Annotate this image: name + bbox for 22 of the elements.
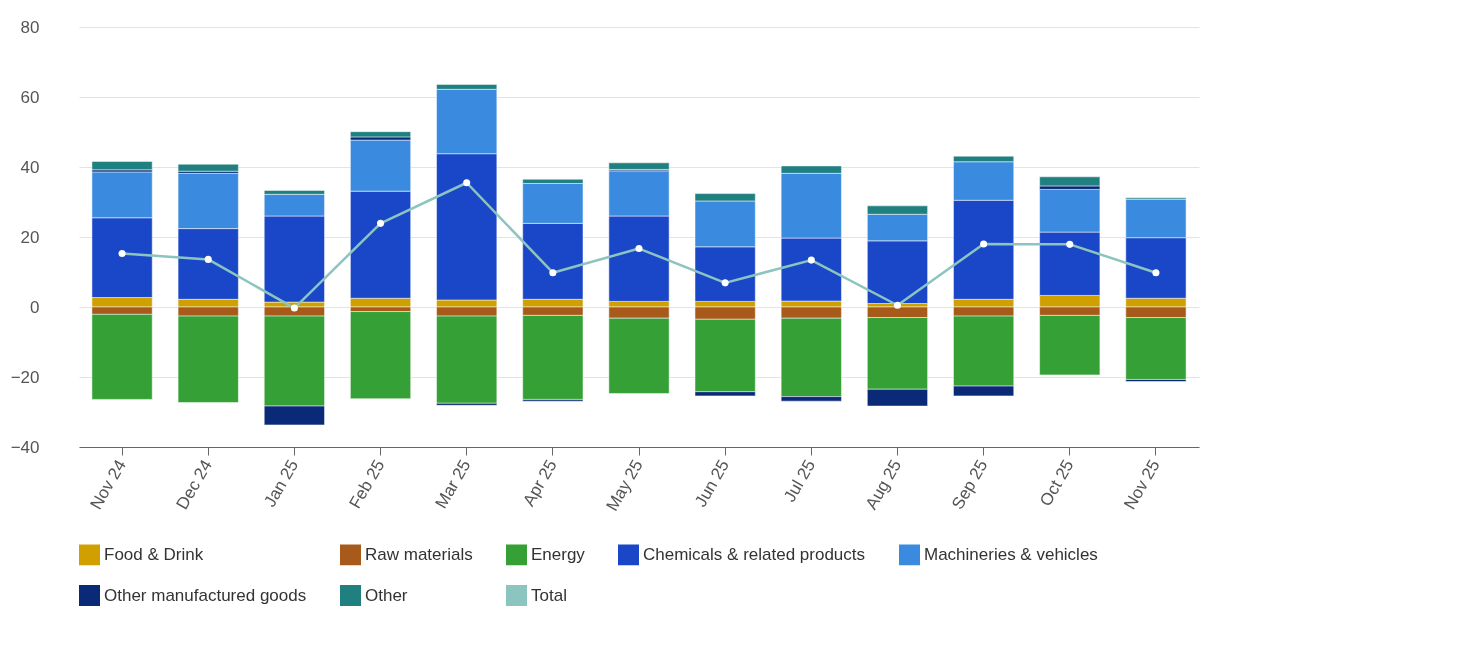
legend-label: Food & Drink — [104, 544, 204, 564]
x-tick-label: Jan 25 — [260, 456, 303, 511]
legend-label: Other manufactured goods — [104, 585, 307, 605]
y-tick-label: −20 — [10, 367, 40, 387]
y-tick-label: −40 — [10, 437, 40, 457]
y-tick-label: 60 — [20, 87, 40, 107]
legend-label: Energy — [531, 544, 586, 564]
x-tick-label: Jun 25 — [690, 456, 733, 511]
x-tick-label: Apr 25 — [519, 456, 561, 510]
legend-label: Total — [531, 585, 567, 605]
legend-label: Raw materials — [365, 544, 473, 564]
x-tick-label: Oct 25 — [1036, 456, 1078, 510]
x-tick-label: Sep 25 — [948, 456, 992, 513]
y-tick-label: 20 — [20, 227, 40, 247]
legend-label: Other — [365, 585, 408, 605]
legend-label: Machineries & vehicles — [924, 544, 1098, 564]
y-tick-label: 40 — [20, 157, 40, 177]
y-tick-label: 0 — [30, 297, 40, 317]
legend-label: Chemicals & related products — [643, 544, 866, 564]
x-tick-label: Feb 25 — [345, 456, 389, 512]
y-tick-label: 80 — [20, 17, 40, 37]
x-tick-label: Jul 25 — [779, 456, 820, 506]
